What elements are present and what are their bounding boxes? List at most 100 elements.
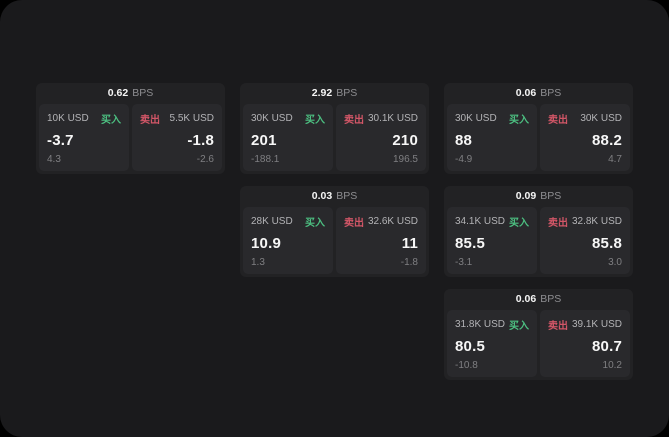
buy-delta: 4.3 — [47, 154, 61, 165]
sell-quote-panel[interactable]: 卖出 39.1K USD 80.7 10.2 — [540, 310, 630, 377]
buy-quote-panel[interactable]: 31.8K USD 买入 80.5 -10.8 — [447, 310, 537, 377]
sell-delta: 196.5 — [392, 154, 418, 165]
spread-value: 0.03 — [311, 190, 333, 202]
sell-label-row: 卖出 32.6K USD — [344, 214, 418, 229]
quote-card: 0.06 BPS 31.8K USD 买入 80.5 -10.8 卖出 39.1… — [444, 289, 633, 380]
sell-delta: 10.2 — [602, 360, 622, 371]
buy-price: 85.5 — [455, 234, 485, 252]
buy-side-label: 买入 — [509, 218, 529, 229]
buy-size-label: 30K USD — [455, 113, 497, 124]
spread-unit-label: BPS — [336, 87, 358, 99]
spread-value: 2.92 — [311, 87, 333, 99]
sell-size-label: 32.8K USD — [571, 216, 622, 227]
sell-quote-panel[interactable]: 卖出 30K USD 88.2 4.7 — [540, 104, 630, 171]
buy-size-label: 31.8K USD — [455, 319, 506, 330]
quote-card-body: 34.1K USD 买入 85.5 -3.1 卖出 32.8K USD 85.8… — [444, 207, 633, 277]
sell-price: 85.8 — [592, 234, 622, 252]
sell-label-row: 卖出 30.1K USD — [344, 111, 418, 126]
spread-value: 0.06 — [515, 87, 537, 99]
sell-side-label: 卖出 — [140, 115, 160, 126]
sell-size-label: 39.1K USD — [571, 319, 622, 330]
buy-label-row: 30K USD 买入 — [455, 111, 529, 126]
quote-card: 2.92 BPS 30K USD 买入 201 -188.1 卖出 30.1K … — [240, 83, 429, 174]
spread-value: 0.06 — [515, 293, 537, 305]
sell-delta: -2.6 — [196, 154, 214, 165]
sell-size-label: 5.5K USD — [169, 113, 214, 124]
quote-card-body: 30K USD 买入 201 -188.1 卖出 30.1K USD 210 1… — [240, 104, 429, 174]
sell-label-row: 卖出 32.8K USD — [548, 214, 622, 229]
quote-card: 0.06 BPS 30K USD 买入 88 -4.9 卖出 30K USD 8… — [444, 83, 633, 174]
quote-card: 0.03 BPS 28K USD 买入 10.9 1.3 卖出 32.6K US… — [240, 186, 429, 277]
sell-quote-panel[interactable]: 卖出 32.6K USD 11 -1.8 — [336, 207, 426, 274]
sell-side-label: 卖出 — [548, 115, 568, 126]
buy-quote-panel[interactable]: 28K USD 买入 10.9 1.3 — [243, 207, 333, 274]
quote-card-body: 28K USD 买入 10.9 1.3 卖出 32.6K USD 11 -1.8 — [240, 207, 429, 277]
sell-quote-panel[interactable]: 卖出 30.1K USD 210 196.5 — [336, 104, 426, 171]
spread-header: 0.06 BPS — [444, 289, 633, 310]
buy-side-label: 买入 — [509, 321, 529, 332]
buy-quote-panel[interactable]: 10K USD 买入 -3.7 4.3 — [39, 104, 129, 171]
buy-price: 201 — [251, 131, 277, 149]
sell-label-row: 卖出 39.1K USD — [548, 317, 622, 332]
buy-price: -3.7 — [47, 131, 74, 149]
buy-side-label: 买入 — [305, 115, 325, 126]
buy-size-label: 34.1K USD — [455, 216, 506, 227]
spread-unit-label: BPS — [540, 190, 562, 202]
spread-header: 0.09 BPS — [444, 186, 633, 207]
buy-side-label: 买入 — [509, 115, 529, 126]
buy-price: 10.9 — [251, 234, 281, 252]
sell-delta: 3.0 — [608, 257, 622, 268]
spread-header: 0.62 BPS — [36, 83, 225, 104]
sell-side-label: 卖出 — [344, 115, 364, 126]
spread-unit-label: BPS — [540, 87, 562, 99]
sell-price: 88.2 — [592, 131, 622, 149]
buy-label-row: 31.8K USD 买入 — [455, 317, 529, 332]
quote-card-body: 30K USD 买入 88 -4.9 卖出 30K USD 88.2 4.7 — [444, 104, 633, 174]
sell-price: -1.8 — [187, 131, 214, 149]
spread-unit-label: BPS — [540, 293, 562, 305]
quote-card: 0.62 BPS 10K USD 买入 -3.7 4.3 卖出 5.5K USD… — [36, 83, 225, 174]
sell-size-label: 30.1K USD — [367, 113, 418, 124]
buy-side-label: 买入 — [305, 218, 325, 229]
sell-size-label: 32.6K USD — [367, 216, 418, 227]
quote-card: 0.09 BPS 34.1K USD 买入 85.5 -3.1 卖出 32.8K… — [444, 186, 633, 277]
sell-quote-panel[interactable]: 卖出 5.5K USD -1.8 -2.6 — [132, 104, 222, 171]
sell-price: 11 — [401, 234, 418, 252]
spread-header: 0.06 BPS — [444, 83, 633, 104]
quote-card-body: 31.8K USD 买入 80.5 -10.8 卖出 39.1K USD 80.… — [444, 310, 633, 380]
sell-label-row: 卖出 5.5K USD — [140, 111, 214, 126]
buy-size-label: 30K USD — [251, 113, 293, 124]
sell-size-label: 30K USD — [580, 113, 622, 124]
buy-quote-panel[interactable]: 30K USD 买入 88 -4.9 — [447, 104, 537, 171]
spread-unit-label: BPS — [132, 87, 154, 99]
sell-side-label: 卖出 — [344, 218, 364, 229]
buy-label-row: 34.1K USD 买入 — [455, 214, 529, 229]
buy-price: 80.5 — [455, 337, 485, 355]
spread-unit-label: BPS — [336, 190, 358, 202]
spread-header: 2.92 BPS — [240, 83, 429, 104]
buy-delta: -4.9 — [455, 154, 473, 165]
cards-grid: 0.62 BPS 10K USD 买入 -3.7 4.3 卖出 5.5K USD… — [36, 83, 633, 380]
sell-side-label: 卖出 — [548, 321, 568, 332]
buy-size-label: 10K USD — [47, 113, 89, 124]
buy-quote-panel[interactable]: 30K USD 买入 201 -188.1 — [243, 104, 333, 171]
spread-value: 0.62 — [107, 87, 129, 99]
buy-size-label: 28K USD — [251, 216, 293, 227]
buy-label-row: 10K USD 买入 — [47, 111, 121, 126]
spread-header: 0.03 BPS — [240, 186, 429, 207]
spread-value: 0.09 — [515, 190, 537, 202]
sell-delta: -1.8 — [400, 257, 418, 268]
quote-card-body: 10K USD 买入 -3.7 4.3 卖出 5.5K USD -1.8 -2.… — [36, 104, 225, 174]
buy-side-label: 买入 — [101, 115, 121, 126]
buy-price: 88 — [455, 131, 473, 149]
sell-label-row: 卖出 30K USD — [548, 111, 622, 126]
buy-label-row: 30K USD 买入 — [251, 111, 325, 126]
buy-quote-panel[interactable]: 34.1K USD 买入 85.5 -3.1 — [447, 207, 537, 274]
buy-delta: -188.1 — [251, 154, 280, 165]
buy-delta: 1.3 — [251, 257, 265, 268]
sell-quote-panel[interactable]: 卖出 32.8K USD 85.8 3.0 — [540, 207, 630, 274]
sell-delta: 4.7 — [608, 154, 622, 165]
buy-delta: -3.1 — [455, 257, 473, 268]
